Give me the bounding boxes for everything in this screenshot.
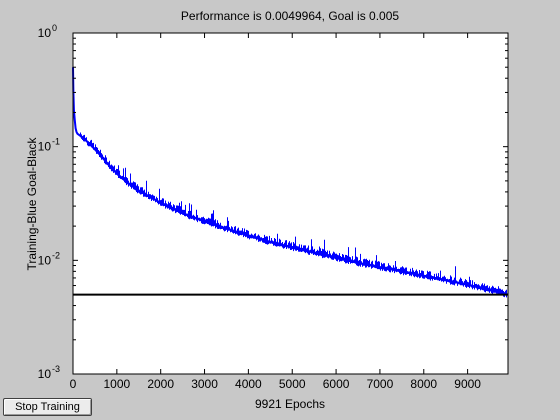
y-tick-label: 10 <box>38 253 52 267</box>
x-tick-label: 2000 <box>147 377 174 391</box>
x-tick-label: 0 <box>70 377 77 391</box>
x-tick-label: 9000 <box>454 377 481 391</box>
y-tick-exponent: -2 <box>52 250 60 260</box>
y-axis-label: Training-Blue Goal-Black <box>25 137 39 271</box>
x-tick-label: 4000 <box>235 377 262 391</box>
x-tick-label: 5000 <box>279 377 306 391</box>
y-tick-exponent: -1 <box>52 137 60 147</box>
x-tick-label: 6000 <box>323 377 350 391</box>
x-tick-label: 7000 <box>367 377 394 391</box>
x-axis-ticks: 0 1000 2000 3000 4000 5000 6000 7000 8000 9000 <box>70 33 481 391</box>
plot-frame <box>72 32 509 375</box>
x-tick-label: 1000 <box>103 377 130 391</box>
y-tick-label: 10 <box>38 140 52 154</box>
x-tick-label: 3000 <box>191 377 218 391</box>
stop-training-button[interactable]: Stop Training <box>3 398 92 416</box>
y-tick-label: 10 <box>38 26 52 40</box>
training-line <box>72 67 509 296</box>
y-tick-label: 10 <box>38 367 52 381</box>
chart-title: Performance is 0.0049964, Goal is 0.005 <box>181 9 399 23</box>
x-axis-label: 9921 Epochs <box>255 397 325 411</box>
plot-area <box>73 33 508 374</box>
x-tick-label: 8000 <box>410 377 437 391</box>
y-tick-exponent: -3 <box>52 364 60 374</box>
y-tick-exponent: 0 <box>52 23 57 33</box>
